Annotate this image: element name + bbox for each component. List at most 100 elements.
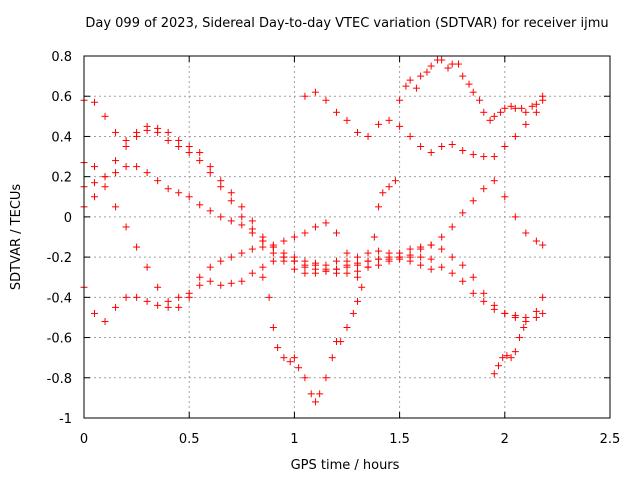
data-point xyxy=(301,374,309,382)
data-point xyxy=(91,163,99,171)
data-point xyxy=(301,92,309,100)
data-point xyxy=(497,108,505,116)
data-point xyxy=(438,143,446,150)
x-tick-label: 1.5 xyxy=(389,432,410,447)
data-point xyxy=(354,267,362,275)
data-point xyxy=(185,193,193,201)
data-point xyxy=(511,132,519,140)
data-point xyxy=(101,112,109,120)
data-point xyxy=(507,354,515,362)
data-point xyxy=(358,283,366,291)
data-point xyxy=(375,255,383,263)
data-point xyxy=(143,263,151,271)
series-sat-f xyxy=(259,177,399,406)
data-point xyxy=(238,277,246,285)
data-point xyxy=(217,213,225,221)
data-point xyxy=(217,183,225,191)
data-point xyxy=(469,88,477,96)
data-point xyxy=(455,60,463,68)
data-point xyxy=(412,84,420,92)
data-point xyxy=(539,92,547,100)
data-point xyxy=(175,303,183,311)
data-point xyxy=(532,313,540,321)
data-point xyxy=(532,237,540,245)
data-point xyxy=(206,163,214,171)
data-points xyxy=(80,56,547,406)
data-point xyxy=(465,80,473,88)
x-tick-label: 0 xyxy=(80,432,88,447)
data-point xyxy=(459,147,467,155)
data-point xyxy=(438,263,446,271)
data-point xyxy=(248,229,256,237)
data-point xyxy=(259,263,267,271)
data-point xyxy=(154,301,162,309)
data-point xyxy=(269,324,277,331)
data-point xyxy=(448,223,456,231)
data-point xyxy=(511,313,519,321)
data-point xyxy=(427,149,435,157)
data-point xyxy=(280,237,288,245)
data-point xyxy=(539,309,547,317)
data-point xyxy=(164,128,172,136)
data-point xyxy=(175,143,183,150)
data-point xyxy=(175,136,183,144)
data-point xyxy=(175,293,183,301)
data-point xyxy=(444,64,452,72)
data-point xyxy=(511,348,519,356)
data-point xyxy=(448,253,456,261)
data-point xyxy=(476,96,484,104)
data-point xyxy=(427,241,435,249)
series-sat-d xyxy=(80,241,547,325)
data-point xyxy=(91,98,99,106)
data-point xyxy=(238,203,246,211)
data-point xyxy=(217,281,225,289)
data-point xyxy=(337,338,345,346)
data-point xyxy=(499,354,507,362)
data-point xyxy=(501,193,509,201)
data-point xyxy=(364,249,372,257)
data-point xyxy=(206,277,214,285)
data-point xyxy=(385,257,393,265)
data-point xyxy=(280,249,288,257)
data-point xyxy=(364,257,372,265)
data-point xyxy=(480,289,488,297)
data-point xyxy=(459,209,467,217)
data-point xyxy=(480,297,488,305)
data-point xyxy=(480,108,488,116)
data-point xyxy=(301,257,309,265)
series-sat-i xyxy=(490,324,528,378)
data-point xyxy=(516,334,524,342)
data-point xyxy=(343,269,351,277)
data-point xyxy=(448,269,456,277)
data-point xyxy=(343,324,351,331)
data-point xyxy=(332,269,340,277)
data-point xyxy=(539,241,547,249)
data-point xyxy=(143,297,151,305)
data-point xyxy=(364,263,372,271)
data-point xyxy=(322,96,330,104)
data-point xyxy=(185,289,193,297)
data-point xyxy=(290,354,298,362)
series-sat-h xyxy=(396,56,547,124)
data-point xyxy=(295,364,303,372)
data-point xyxy=(490,177,498,185)
data-point xyxy=(227,197,235,205)
data-point xyxy=(332,108,340,116)
data-point xyxy=(238,249,246,257)
data-point xyxy=(154,177,162,185)
data-point xyxy=(417,261,425,269)
data-point xyxy=(290,253,298,261)
data-point xyxy=(417,72,425,80)
data-point xyxy=(301,263,309,271)
data-point xyxy=(164,303,172,311)
data-point xyxy=(316,390,324,398)
data-point xyxy=(490,370,498,378)
data-point xyxy=(438,245,446,253)
data-point xyxy=(370,233,378,241)
data-point xyxy=(101,183,109,191)
data-point xyxy=(332,257,340,265)
data-point xyxy=(427,255,435,263)
data-point xyxy=(490,301,498,309)
data-point xyxy=(154,128,162,136)
